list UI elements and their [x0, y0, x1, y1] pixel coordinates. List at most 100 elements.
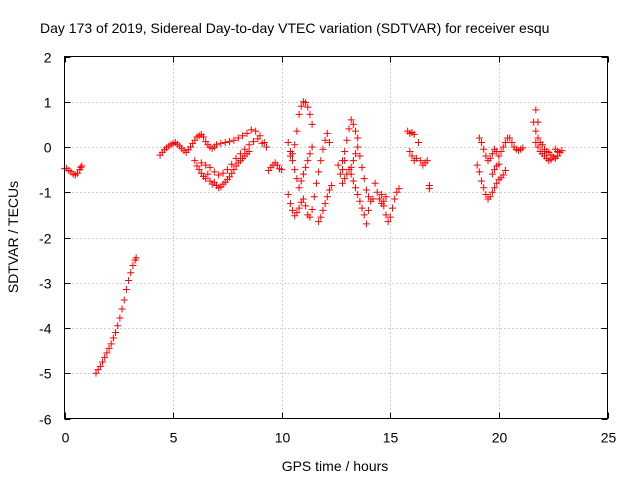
- plot-frame: [64, 56, 608, 419]
- data-point: [480, 145, 488, 153]
- data-point: [204, 170, 212, 178]
- data-point: [273, 161, 281, 169]
- data-point: [213, 141, 221, 149]
- data-point: [491, 184, 499, 192]
- data-point: [262, 143, 270, 151]
- data-point: [382, 211, 390, 219]
- series-s9: [284, 138, 316, 192]
- data-point: [478, 138, 486, 146]
- data-point: [388, 204, 396, 212]
- data-point: [408, 152, 416, 160]
- data-point: [384, 218, 392, 226]
- series-s10: [315, 181, 336, 226]
- data-point: [354, 134, 362, 142]
- series-s16: [371, 179, 390, 208]
- series-s24: [488, 160, 503, 178]
- series-s19: [406, 138, 423, 165]
- data-point: [219, 169, 227, 177]
- data-point: [488, 150, 496, 158]
- data-point: [534, 143, 542, 151]
- data-point: [354, 191, 362, 199]
- data-point: [243, 129, 251, 137]
- data-point: [304, 103, 312, 111]
- data-point: [295, 110, 303, 118]
- data-point: [532, 127, 540, 135]
- data-point: [200, 133, 208, 141]
- data-point: [378, 191, 386, 199]
- data-point: [120, 296, 128, 304]
- data-point: [77, 163, 85, 171]
- data-point: [499, 171, 507, 179]
- data-point: [223, 166, 231, 174]
- data-point: [118, 305, 126, 313]
- data-point: [393, 188, 401, 196]
- data-point: [74, 169, 82, 177]
- data-point: [319, 206, 327, 214]
- data-point: [558, 147, 566, 155]
- data-point: [193, 162, 201, 170]
- data-point: [315, 168, 323, 176]
- data-point: [321, 200, 329, 208]
- series-s12: [339, 143, 362, 187]
- data-point: [506, 134, 514, 142]
- series-s15: [356, 152, 377, 205]
- data-point: [299, 195, 307, 203]
- y-tick-label: 1: [44, 95, 52, 111]
- data-point: [96, 362, 104, 370]
- data-point: [103, 349, 111, 357]
- data-point: [304, 157, 312, 165]
- data-point: [228, 160, 236, 168]
- data-point: [78, 162, 86, 170]
- data-point: [395, 185, 403, 193]
- data-point: [323, 129, 331, 137]
- data-point: [127, 269, 135, 277]
- data-point: [519, 144, 527, 152]
- data-point: [247, 126, 255, 134]
- data-point: [132, 254, 140, 262]
- data-point: [295, 204, 303, 212]
- data-point: [373, 188, 381, 196]
- data-point: [278, 166, 286, 174]
- data-point: [354, 143, 362, 151]
- series-s4: [191, 148, 253, 192]
- data-point: [358, 204, 366, 212]
- data-point: [549, 153, 557, 161]
- data-point: [334, 161, 342, 169]
- data-point: [482, 152, 490, 160]
- data-point: [532, 106, 540, 114]
- series-s18: [404, 127, 418, 138]
- data-point: [473, 161, 481, 169]
- data-point: [302, 202, 310, 210]
- data-point: [105, 344, 113, 352]
- data-point: [293, 209, 301, 217]
- data-point: [482, 191, 490, 199]
- data-point: [325, 138, 333, 146]
- data-point: [101, 353, 109, 361]
- data-point: [308, 205, 316, 213]
- data-point: [221, 138, 229, 146]
- grid-layer: [64, 56, 608, 419]
- points-layer: [61, 98, 566, 377]
- data-point: [254, 135, 262, 143]
- data-point: [239, 132, 247, 140]
- series-s5: [197, 135, 266, 179]
- data-point: [493, 179, 501, 187]
- data-point: [347, 116, 355, 124]
- y-tick-label: -5: [39, 366, 52, 382]
- tick-labels-layer: 0 5 10 15 20 25 -6 -5 -4 -3 -2 -1 0 1 2: [39, 50, 616, 446]
- data-point: [499, 143, 507, 151]
- series-s1: [61, 162, 86, 179]
- data-point: [349, 177, 357, 185]
- data-point: [501, 167, 509, 175]
- data-point: [191, 157, 199, 165]
- data-point: [215, 171, 223, 179]
- x-tick-label: 0: [62, 430, 70, 446]
- y-tick-label: -1: [39, 185, 52, 201]
- data-point: [538, 141, 546, 149]
- data-point: [475, 134, 483, 142]
- data-point: [112, 329, 120, 337]
- series-s7: [286, 98, 316, 160]
- data-point: [286, 200, 294, 208]
- data-point: [341, 157, 349, 165]
